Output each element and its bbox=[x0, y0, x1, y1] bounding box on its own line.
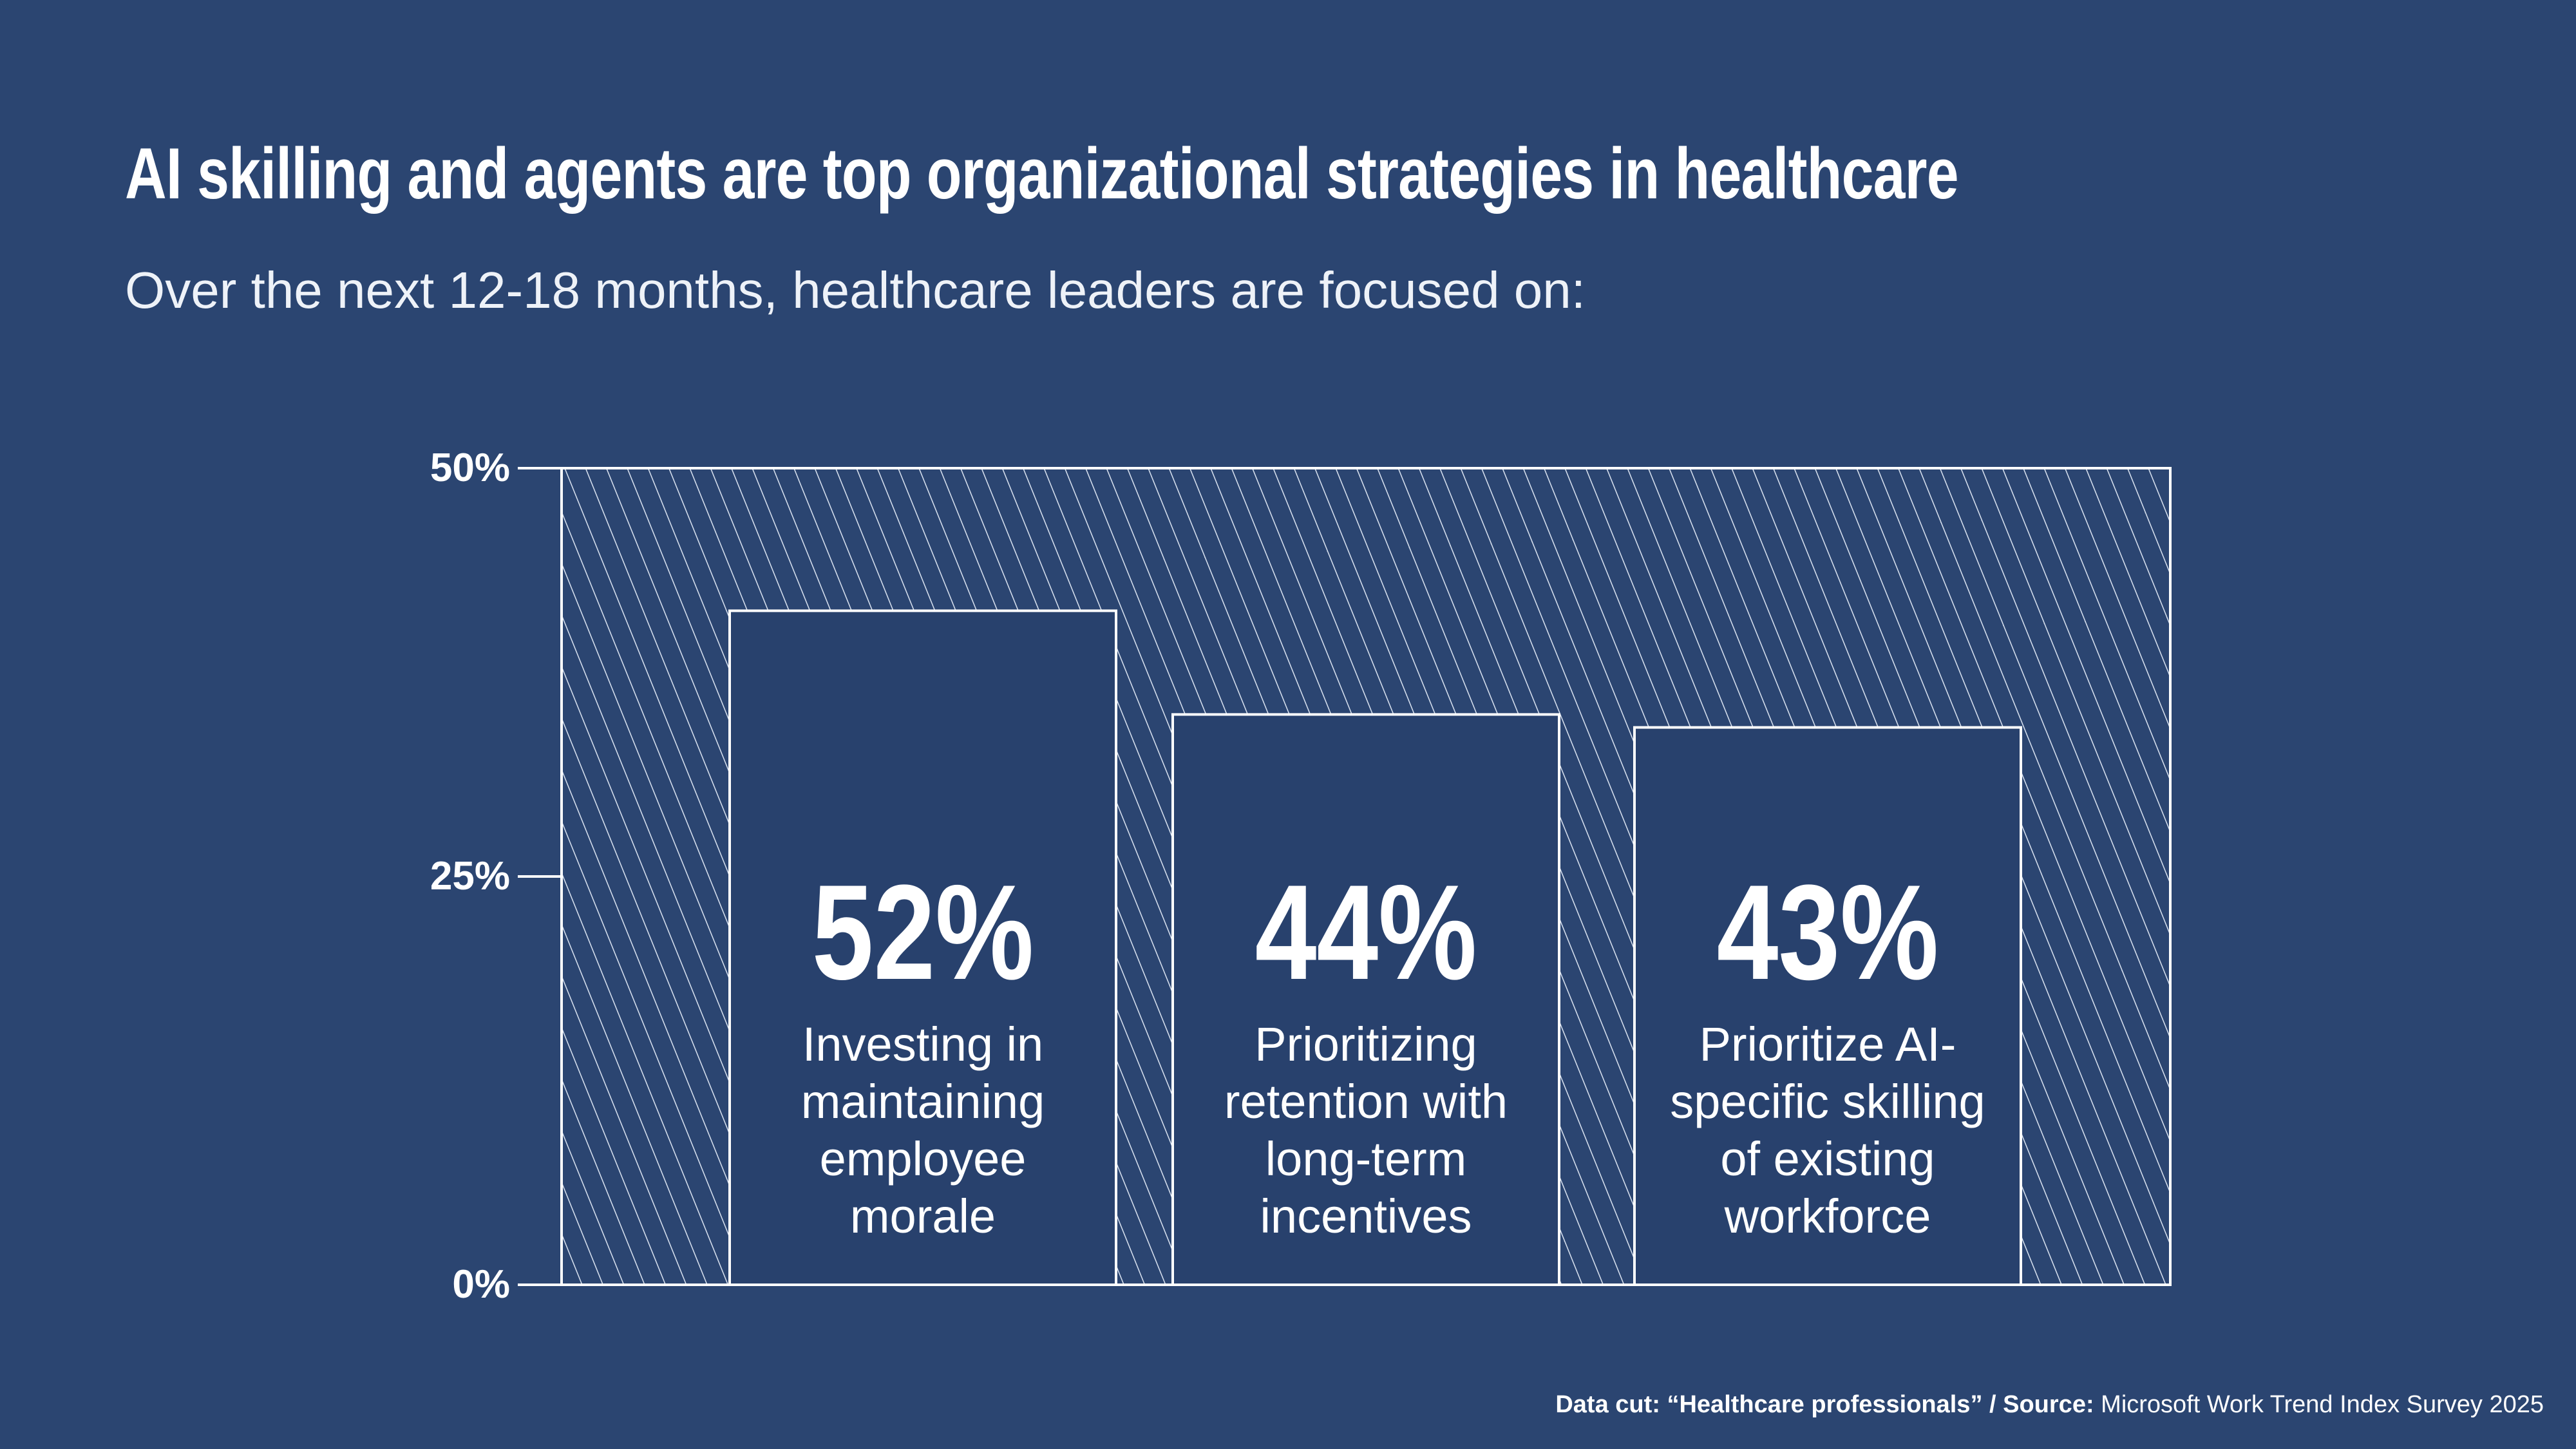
bar-category-label: Prioritizing bbox=[1255, 1018, 1477, 1071]
data-cut-label: Data cut: bbox=[1555, 1391, 1660, 1418]
bar-category-label: workforce bbox=[1724, 1189, 1931, 1243]
bar-category-label: specific skilling bbox=[1670, 1075, 1985, 1128]
data-cut-value: “Healthcare professionals” / bbox=[1667, 1391, 1996, 1418]
bar-value-label: 44% bbox=[1255, 857, 1477, 1008]
y-tick-label: 25% bbox=[430, 854, 510, 898]
bar bbox=[1171, 713, 1560, 1286]
source-value: Microsoft Work Trend Index Survey 2025 bbox=[2101, 1391, 2544, 1418]
y-tick-label: 50% bbox=[430, 446, 510, 490]
bar-category-label: morale bbox=[850, 1189, 996, 1243]
bar-category-label: retention with bbox=[1224, 1075, 1508, 1128]
source-label: Source: bbox=[2003, 1391, 2094, 1418]
y-tick-label: 0% bbox=[452, 1262, 510, 1307]
bar-category-label: Prioritize AI- bbox=[1700, 1018, 1956, 1071]
page-subtitle: Over the next 12-18 months, healthcare l… bbox=[125, 261, 1586, 319]
bar bbox=[728, 609, 1117, 1286]
bar-value-label: 52% bbox=[812, 857, 1034, 1008]
bar-category-label: incentives bbox=[1260, 1189, 1472, 1243]
bar bbox=[1633, 726, 2022, 1286]
bar-category-label: long-term bbox=[1265, 1132, 1467, 1186]
bar-value-label: 43% bbox=[1717, 857, 1939, 1008]
bar-category-label: of existing bbox=[1720, 1132, 1935, 1186]
page-title: AI skilling and agents are top organizat… bbox=[125, 133, 1959, 214]
source-footnote: Data cut: “Healthcare professionals” / S… bbox=[1555, 1391, 2544, 1419]
bar-category-label: Investing in bbox=[802, 1018, 1043, 1071]
bar-category-label: employee bbox=[820, 1132, 1027, 1186]
bar-category-label: maintaining bbox=[801, 1075, 1045, 1128]
